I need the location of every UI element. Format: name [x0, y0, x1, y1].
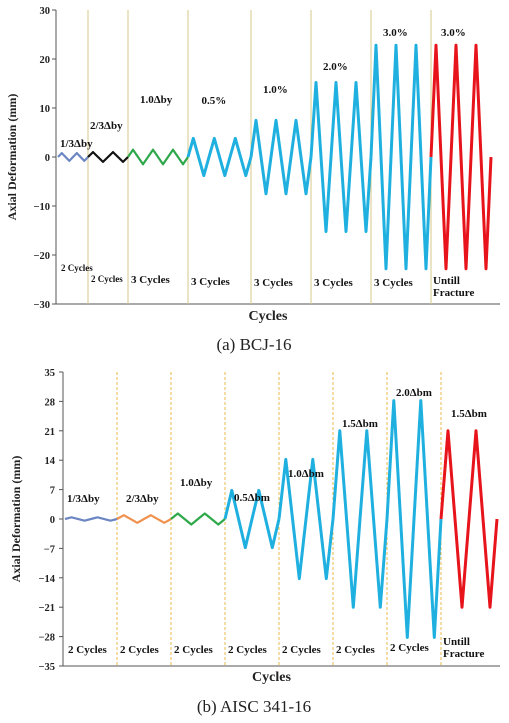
- cycles-label: 3 Cycles: [131, 274, 171, 286]
- y-tick-label: 35: [45, 368, 56, 379]
- cycles-label: 3 Cycles: [314, 277, 354, 289]
- cycles-label: 2 Cycles: [228, 644, 268, 656]
- cycles-label: 2 Cycles: [174, 644, 214, 656]
- y-tick-label: 0: [50, 515, 55, 526]
- stage-label: 2.0Δbm: [396, 387, 432, 399]
- cycles-label: 2 Cycles: [120, 644, 160, 656]
- series-line-4: [223, 488, 281, 550]
- y-tick-label: 7: [50, 486, 55, 497]
- stage-label: 1.0Δbm: [288, 468, 324, 480]
- cycles-label: Untill: [433, 275, 460, 287]
- y-tick-label: 0: [45, 153, 50, 164]
- y-tick-label: −14: [39, 574, 56, 585]
- series-line-1: [57, 152, 89, 162]
- series-line-8: [429, 43, 493, 271]
- stage-label: 1/3Δby: [67, 493, 100, 505]
- cycles-label: 3 Cycles: [374, 277, 414, 289]
- cycles-label: Fracture: [443, 648, 484, 660]
- series-line-3: [170, 512, 226, 526]
- cycles-label: 2 Cycles: [282, 644, 322, 656]
- y-axis-label: Axial Deformation (mm): [5, 94, 19, 221]
- stage-label: 1.5Δbm: [342, 418, 378, 430]
- stage-label: 1/3Δby: [60, 138, 93, 150]
- figure-caption: (a) BCJ-16: [216, 335, 291, 354]
- y-tick-label: −7: [44, 544, 55, 555]
- series-line-6: [309, 81, 373, 233]
- y-tick-label: −35: [39, 662, 55, 673]
- cycles-label: 2 Cycles: [68, 644, 108, 656]
- figure-caption: (b) AISC 341-16: [197, 697, 311, 716]
- cycles-label: 2 Cycles: [91, 274, 123, 284]
- y-tick-label: −28: [39, 633, 55, 644]
- series-line-7: [385, 399, 443, 639]
- stage-label: 2.0%: [323, 61, 348, 73]
- series-line-5: [249, 118, 313, 196]
- cycles-label: 3 Cycles: [191, 276, 231, 288]
- y-tick-label: −21: [39, 603, 55, 614]
- stage-label: 3.0%: [383, 27, 408, 39]
- series-line-7: [369, 43, 433, 271]
- series-line-8: [439, 429, 499, 609]
- stage-label: 1.0%: [263, 84, 288, 96]
- series-line-3: [127, 148, 189, 166]
- cycles-label: Fracture: [433, 287, 474, 299]
- series-line-4: [186, 136, 253, 178]
- x-axis-label: Cycles: [252, 670, 291, 685]
- cycles-label: 3 Cycles: [254, 277, 294, 289]
- y-tick-label: 10: [40, 104, 51, 115]
- x-axis-label: Cycles: [249, 309, 288, 324]
- y-axis-label: Axial Deformation (mm): [9, 456, 23, 583]
- stage-label: 3.0%: [441, 27, 466, 39]
- stage-label: 1.0Δby: [180, 477, 213, 489]
- y-tick-label: −30: [34, 300, 50, 311]
- chart-panel-2: 35 28 21 14 7 0 −7 −14 −21 −28 −35 Axial Deformatio…: [9, 368, 500, 716]
- stage-label: 2/3Δby: [90, 120, 123, 132]
- stage-label: 2/3Δby: [126, 493, 159, 505]
- y-tick-label: 20: [40, 55, 51, 66]
- series-line-1: [64, 516, 118, 522]
- y-tick-label: 21: [45, 427, 56, 438]
- y-tick-label: 28: [45, 397, 56, 408]
- stage-label: 1.0Δby: [140, 94, 173, 106]
- stage-label: 0.5Δbm: [234, 492, 270, 504]
- series-line-2: [116, 514, 172, 524]
- chart-panel-1: 30 20 10 0 −10 −20 −30 Axial Deformation (mm) Cy…: [5, 6, 500, 354]
- series-line-6: [331, 429, 389, 609]
- y-tick-label: 30: [40, 6, 51, 17]
- cycles-label: 2 Cycles: [390, 642, 430, 654]
- cycles-label: 2 Cycles: [61, 263, 93, 273]
- cycles-label: Untill: [443, 636, 470, 648]
- series-line-2: [87, 151, 129, 163]
- stage-label: 0.5%: [202, 95, 227, 107]
- y-tick-label: 14: [45, 456, 56, 467]
- y-tick-label: −20: [34, 251, 50, 262]
- stage-label: 1.5Δbm: [451, 408, 487, 420]
- series-line-5: [277, 457, 335, 581]
- cycles-label: 2 Cycles: [336, 644, 376, 656]
- y-tick-label: −10: [34, 202, 50, 213]
